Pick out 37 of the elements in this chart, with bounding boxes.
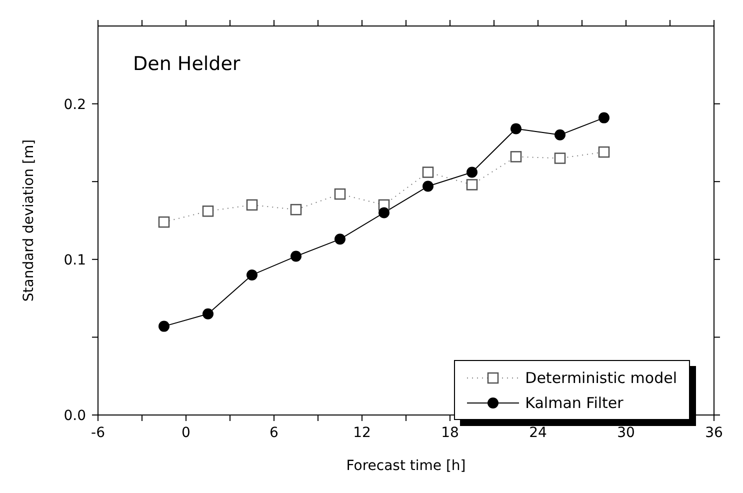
- point: [510, 151, 522, 162]
- point: [202, 206, 214, 217]
- point: [554, 152, 566, 164]
- x-tick-label: 12: [353, 425, 371, 441]
- point: [466, 179, 478, 190]
- point: [290, 250, 302, 262]
- x-tick-label: -6: [91, 425, 106, 441]
- x-tick-label: 18: [441, 425, 459, 441]
- x-tick-label: 6: [270, 425, 279, 441]
- x-tick-label: 30: [617, 425, 635, 441]
- point: [598, 146, 610, 158]
- y-tick-label: 0.0: [64, 408, 86, 424]
- point: [202, 308, 214, 320]
- x-tick-label: 24: [529, 425, 547, 441]
- point: [510, 123, 522, 134]
- x-tick-label: 0: [182, 425, 190, 441]
- point: [158, 320, 170, 332]
- legend-label: Deterministic model: [525, 368, 677, 386]
- y-axis-title: Standard deviation [m]: [20, 139, 37, 302]
- point: [334, 234, 346, 245]
- point: [422, 166, 434, 178]
- point: [158, 216, 170, 228]
- point: [466, 166, 478, 178]
- x-axis-title: Forecast time [h]: [346, 458, 466, 474]
- point: [422, 180, 434, 192]
- legend-label: Kalman Filter: [525, 394, 624, 412]
- y-tick-label: 0.1: [64, 252, 86, 268]
- point: [246, 199, 258, 211]
- point: [598, 112, 610, 124]
- point: [246, 269, 258, 280]
- y-tick-label: 0.2: [64, 96, 86, 113]
- point: [554, 129, 566, 140]
- point: [290, 204, 302, 216]
- x-tick-label: 36: [705, 425, 723, 441]
- text: Den Helder: [133, 53, 240, 75]
- point: [378, 207, 390, 218]
- point: [334, 188, 346, 200]
